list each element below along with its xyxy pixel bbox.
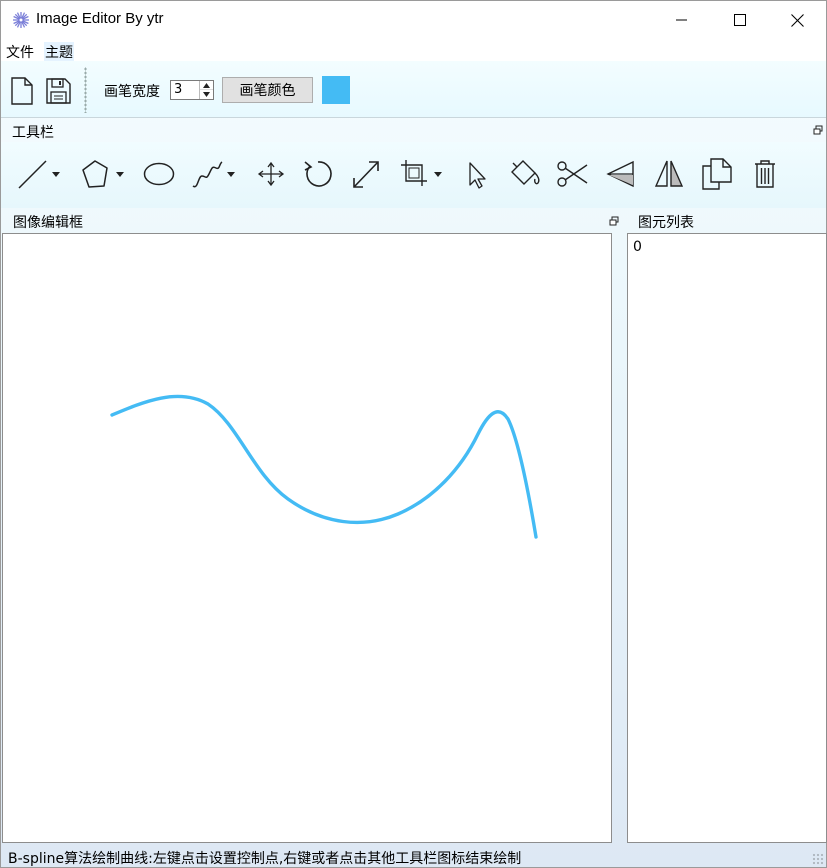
menu-theme[interactable]: 主题: [44, 42, 74, 62]
title-bar: Image Editor By ytr: [1, 1, 826, 39]
minimize-button[interactable]: [653, 1, 711, 39]
tool-delete[interactable]: [749, 156, 781, 192]
dock-float-icon[interactable]: [813, 125, 823, 135]
bspline-curve[interactable]: [110, 394, 538, 539]
ellipse-icon: [143, 162, 175, 186]
chevron-down-icon[interactable]: [431, 169, 445, 179]
primitive-list[interactable]: 0: [627, 233, 827, 843]
tool-crop[interactable]: [397, 156, 445, 192]
scale-icon: [353, 161, 379, 188]
pen-color-swatch[interactable]: [322, 76, 350, 104]
list-item[interactable]: 0: [633, 239, 642, 255]
canvas-panel-title: 图像编辑框: [13, 215, 83, 231]
canvas-drawing: [110, 394, 538, 539]
rotate-icon: [304, 161, 332, 187]
line-icon: [18, 160, 47, 189]
tool-fill[interactable]: [507, 156, 543, 192]
scissors-icon: [557, 161, 588, 187]
spin-up-button[interactable]: [200, 81, 213, 90]
close-button[interactable]: [768, 1, 826, 39]
tool-flip-horizontal[interactable]: [604, 156, 638, 192]
maximize-button[interactable]: [711, 1, 769, 39]
tool-cut[interactable]: [555, 156, 591, 192]
menu-file[interactable]: 文件: [6, 45, 34, 61]
menu-bar: 文件 主题: [1, 39, 826, 62]
toolbar-separator: [84, 67, 87, 113]
main-toolbar: 画笔宽度 3 画笔颜色: [1, 61, 826, 118]
move-icon: [257, 161, 285, 187]
window-title: Image Editor By ytr: [36, 10, 164, 27]
status-text: B-spline算法绘制曲线:左键点击设置控制点,右键或者点击其他工具栏图标结束…: [8, 851, 522, 867]
copy-icon: [702, 158, 732, 190]
save-icon[interactable]: [43, 75, 73, 107]
spin-down-button[interactable]: [200, 90, 213, 99]
tool-flip-vertical[interactable]: [652, 156, 686, 192]
pen-color-button[interactable]: 画笔颜色: [222, 77, 313, 103]
app-flower-icon: [13, 12, 29, 28]
resize-grip[interactable]: [812, 853, 824, 865]
chevron-down-icon[interactable]: [224, 169, 238, 179]
flip-vertical-icon: [654, 160, 684, 187]
tool-polygon[interactable]: [79, 156, 127, 192]
tool-line[interactable]: [15, 156, 63, 192]
fill-bucket-icon: [511, 160, 540, 185]
pen-width-spinbox[interactable]: 3: [170, 80, 214, 100]
caret-up-icon: [203, 82, 210, 88]
chevron-down-icon[interactable]: [113, 169, 127, 179]
chevron-down-icon[interactable]: [49, 169, 63, 179]
close-icon: [790, 13, 804, 27]
tools-dock-title: 工具栏: [12, 125, 54, 141]
tool-select[interactable]: [462, 156, 492, 192]
curve-icon: [192, 161, 223, 188]
trash-icon: [755, 160, 775, 188]
pen-width-value[interactable]: 3: [174, 82, 183, 97]
tool-move[interactable]: [254, 156, 288, 192]
drawing-canvas[interactable]: [2, 233, 612, 843]
pen-width-label: 画笔宽度: [104, 84, 160, 100]
maximize-icon: [734, 14, 746, 26]
minimize-icon: [676, 19, 687, 21]
tool-curve[interactable]: [190, 156, 238, 192]
status-bar: B-spline算法绘制曲线:左键点击设置控制点,右键或者点击其他工具栏图标结束…: [1, 847, 826, 867]
polygon-icon: [82, 160, 108, 188]
tools-row: [1, 142, 826, 208]
tool-copy[interactable]: [699, 156, 735, 192]
new-file-icon[interactable]: [7, 75, 37, 107]
list-panel-title: 图元列表: [638, 215, 694, 231]
caret-down-icon: [203, 92, 210, 97]
dock-float-icon[interactable]: [609, 216, 619, 226]
spin-arrows: [199, 81, 213, 99]
tool-rotate[interactable]: [301, 156, 335, 192]
tool-scale[interactable]: [349, 156, 383, 192]
tool-ellipse[interactable]: [142, 156, 176, 192]
select-cursor-icon: [469, 162, 486, 189]
crop-icon: [401, 160, 427, 186]
flip-horizontal-icon: [606, 160, 634, 188]
